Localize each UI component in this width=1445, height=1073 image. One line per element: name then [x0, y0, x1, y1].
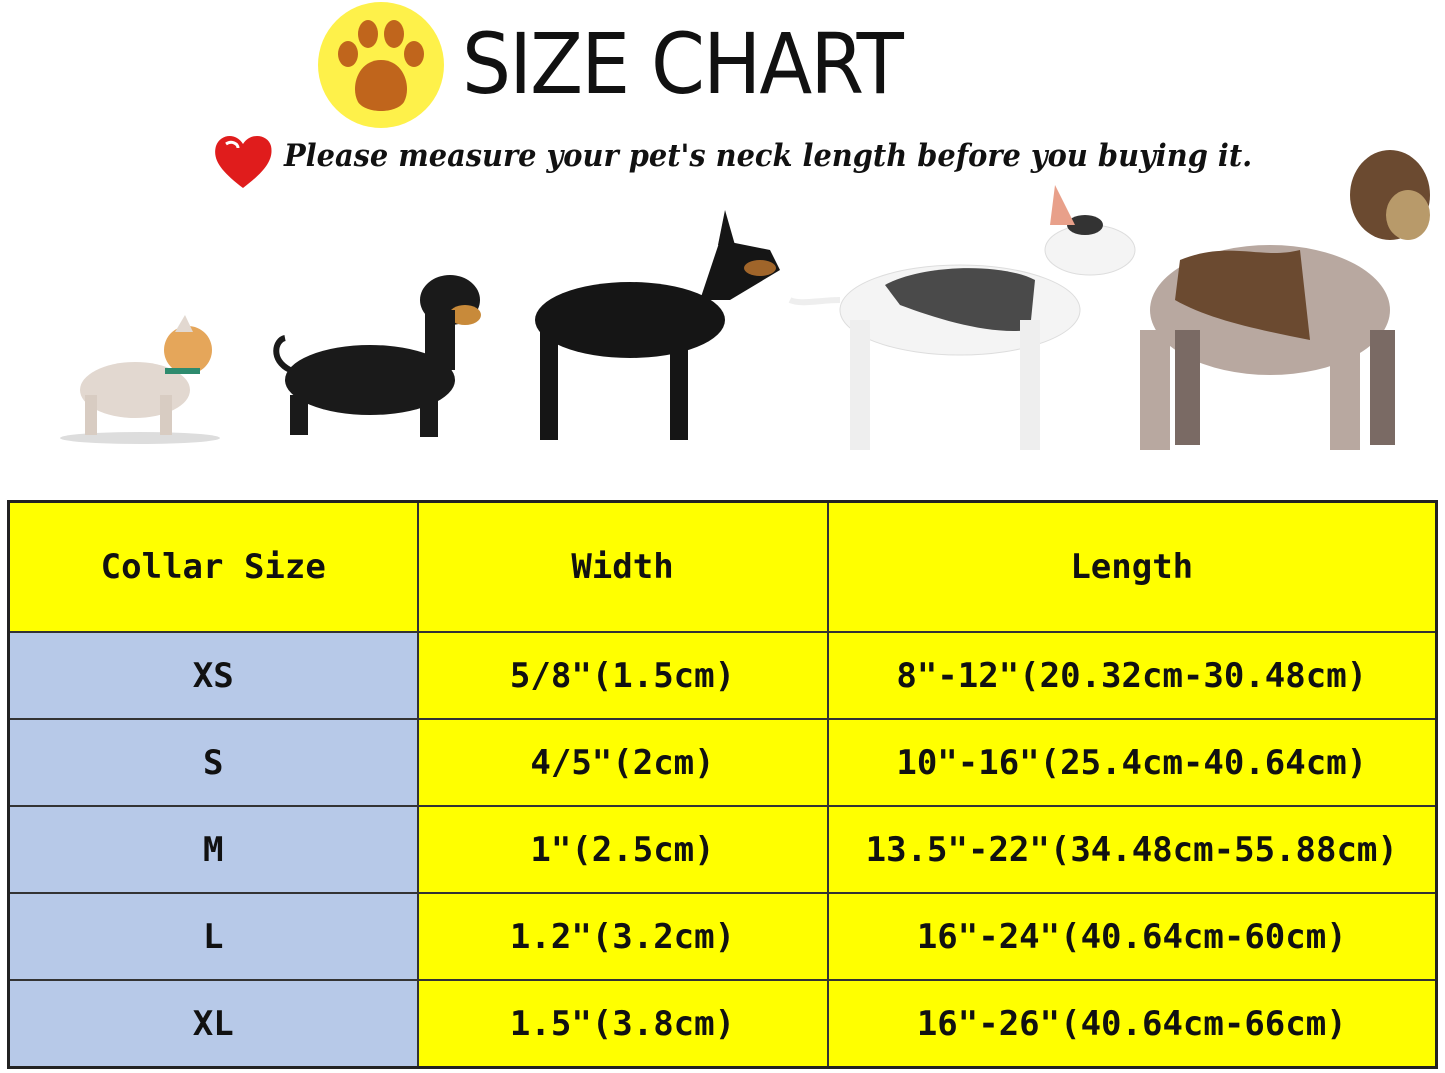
width-cell: 1.2"(3.2cm) [416, 892, 829, 981]
column-header-length: Length [826, 500, 1438, 633]
column-header-width: Width [416, 500, 829, 633]
paw-icon [318, 2, 444, 128]
table-row: L 1.2"(3.2cm) 16"-24"(40.64cm-60cm) [7, 892, 1438, 981]
table-row: XL 1.5"(3.8cm) 16"-26"(40.64cm-66cm) [7, 979, 1438, 1069]
page-title: SIZE CHART [462, 15, 904, 113]
small-terrier-dog [60, 315, 220, 444]
table-header-row: Collar Size Width Length [7, 500, 1438, 633]
width-cell: 4/5"(2cm) [416, 718, 829, 807]
doberman-dog [535, 210, 780, 440]
heart-icon [215, 135, 272, 188]
length-cell: 8"-12"(20.32cm-30.48cm) [826, 631, 1438, 720]
table-row: XS 5/8"(1.5cm) 8"-12"(20.32cm-30.48cm) [7, 631, 1438, 720]
size-cell: XS [7, 631, 419, 720]
size-cell: M [7, 805, 419, 894]
width-cell: 5/8"(1.5cm) [416, 631, 829, 720]
size-cell: L [7, 892, 419, 981]
width-cell: 1.5"(3.8cm) [416, 979, 829, 1069]
size-cell: S [7, 718, 419, 807]
length-cell: 10"-16"(25.4cm-40.64cm) [826, 718, 1438, 807]
length-cell: 16"-26"(40.64cm-66cm) [826, 979, 1438, 1069]
column-header-collar-size: Collar Size [7, 500, 419, 633]
bull-terrier-dog [788, 185, 1136, 450]
subtitle: Please measure your pet's neck length be… [284, 138, 1253, 174]
size-table: Collar Size Width Length XS 5/8"(1.5cm) … [7, 500, 1438, 1069]
dog-illustrations [60, 150, 1430, 450]
length-cell: 16"-24"(40.64cm-60cm) [826, 892, 1438, 981]
width-cell: 1"(2.5cm) [416, 805, 829, 894]
size-cell: XL [7, 979, 419, 1069]
dachshund-dog [273, 275, 481, 437]
table-row: M 1"(2.5cm) 13.5"-22"(34.48cm-55.88cm) [7, 805, 1438, 894]
length-cell: 13.5"-22"(34.48cm-55.88cm) [826, 805, 1438, 894]
wirehaired-pointer-dog [1140, 150, 1430, 450]
table-row: S 4/5"(2cm) 10"-16"(25.4cm-40.64cm) [7, 718, 1438, 807]
